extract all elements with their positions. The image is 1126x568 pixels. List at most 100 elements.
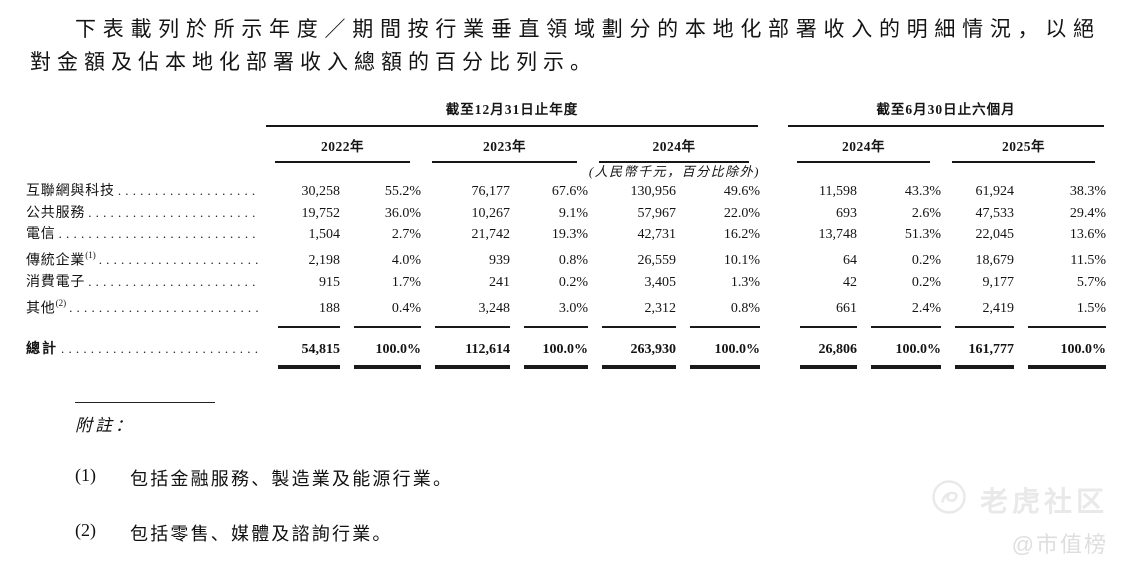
cell-value: 11.5% [1070,253,1106,269]
cell-value: 1.5% [1076,301,1106,317]
year-header-2024: 2024年 [588,127,760,163]
cell-value: 36.0% [384,205,421,221]
footnotes-section: 附註： (1) 包括金融服務、製造業及能源行業。 (2) 包括零售、媒體及諮詢行… [75,402,1126,546]
row-label: 互聯網與科技 [26,184,115,199]
cell-value: 2.6% [911,205,941,221]
cell-value: 64 [843,253,857,269]
year-header-row: 2022年 2023年 2024年 2024年 2025年 [26,127,1106,163]
total-value: 100.0% [1060,341,1107,357]
cell-value: 0.2% [911,253,941,269]
cell-value: 1.7% [391,275,421,291]
total-value: 100.0% [542,341,589,357]
cell-value: 939 [489,253,510,269]
dot-leader [88,272,259,294]
table-row: 消費電子 915 1.7% 241 0.2% 3,405 1.3% 42 0.2… [26,272,1106,294]
table-row: 電信 1,504 2.7% 21,742 19.3% 42,731 16.2% … [26,224,1106,246]
total-value: 100.0% [895,341,942,357]
total-value: 26,806 [818,341,858,357]
cell-value: 0.2% [911,275,941,291]
cell-value: 22,045 [975,227,1015,243]
cell-value: 2,312 [644,301,677,317]
cell-value: 13,748 [818,227,858,243]
group-header-interim: 截至6月30日止六個月 [786,98,1106,127]
cell-value: 26,559 [637,253,677,269]
cell-value: 51.3% [904,227,941,243]
cell-value: 30,258 [301,184,341,199]
dot-leader [69,298,259,320]
cell-value: 661 [836,301,857,317]
cell-value: 38.3% [1069,184,1106,199]
unit-note: (人民幣千元，百分比除外) [588,164,760,179]
footnote-text: 包括金融服務、製造業及能源行業。 [130,469,454,490]
total-value: 161,777 [968,341,1015,357]
footnote-divider [75,402,215,404]
cell-value: 3.0% [558,301,588,317]
row-label: 消費電子 [26,275,86,291]
cell-value: 915 [319,275,340,291]
cell-value: 2,419 [982,301,1015,317]
group-header-row: 截至12月31日止年度 截至6月30日止六個月 [26,98,1106,127]
cell-value: 9,177 [982,275,1015,291]
total-value: 100.0% [714,341,761,357]
cell-value: 47,533 [975,205,1015,221]
footnote-ref-2: (2) [55,297,67,308]
cell-value: 18,679 [975,253,1015,269]
total-value: 112,614 [465,341,510,357]
table-row: 傳統企業(1) 2,198 4.0% 939 0.8% 26,559 10.1%… [26,246,1106,272]
cell-value: 0.8% [558,253,588,269]
cell-value: 57,967 [637,205,677,221]
cell-value: 2.7% [391,227,421,243]
total-value: 100.0% [375,341,422,357]
cell-value: 2,198 [308,253,341,269]
cell-value: 55.2% [384,184,421,199]
cell-value: 21,742 [471,227,511,243]
cell-value: 188 [319,301,340,317]
cell-value: 693 [836,205,857,221]
footnotes-title: 附註： [75,416,135,436]
cell-value: 29.4% [1069,205,1106,221]
cell-value: 4.0% [391,253,421,269]
total-label: 總計 [26,341,58,357]
year-header-2023: 2023年 [421,127,588,163]
cell-value: 1,504 [308,227,341,243]
cell-value: 13.6% [1069,227,1106,243]
cell-value: 22.0% [723,205,760,221]
dot-leader [88,203,259,225]
row-label: 電信 [26,227,56,243]
intro-paragraph: 下表載列於所示年度／期間按行業垂直領域劃分的本地化部署收入的明細情況，以絕對金額… [30,17,1100,74]
year-header-6m2025: 2025年 [941,127,1106,163]
footnote-marker: (2) [75,520,96,541]
cell-value: 67.6% [551,184,588,199]
cell-value: 0.4% [391,301,421,317]
table-row: 公共服務 19,752 36.0% 10,267 9.1% 57,967 22.… [26,203,1106,225]
year-header-6m2024: 2024年 [786,127,941,163]
double-rule-row [26,360,1106,370]
cell-value: 2.4% [911,301,941,317]
cell-value: 61,924 [975,184,1015,199]
row-label: 其他(2) [26,297,67,317]
cell-value: 19,752 [301,205,341,221]
table-row: 其他(2) 188 0.4% 3,248 3.0% 2,312 0.8% 661… [26,294,1106,320]
group-header-annual: 截至12月31日止年度 [264,98,760,127]
unit-note-row: (人民幣千元，百分比除外) [26,163,1106,181]
year-header-2022: 2022年 [264,127,421,163]
dot-leader [99,250,259,272]
cell-value: 11,598 [819,184,857,199]
row-label: 公共服務 [26,205,86,221]
row-label: 傳統企業(1) [26,249,96,269]
cell-value: 16.2% [723,227,760,243]
cell-value: 3,405 [644,275,677,291]
cell-value: 5.7% [1076,275,1106,291]
single-rule-row [26,320,1106,330]
total-row: 總計 54,815 100.0% 112,614 100.0% 263,930 … [26,330,1106,361]
dot-leader [59,224,259,246]
cell-value: 49.6% [723,184,760,199]
cell-value: 241 [489,275,510,291]
cell-value: 3,248 [478,301,511,317]
footnote-ref-1: (1) [85,249,96,260]
cell-value: 42,731 [637,227,677,243]
dot-leader [118,181,259,203]
footnote-item: (2) 包括零售、媒體及諮詢行業。 [75,520,1126,546]
cell-value: 10.1% [723,253,760,269]
dot-leader [61,339,259,361]
